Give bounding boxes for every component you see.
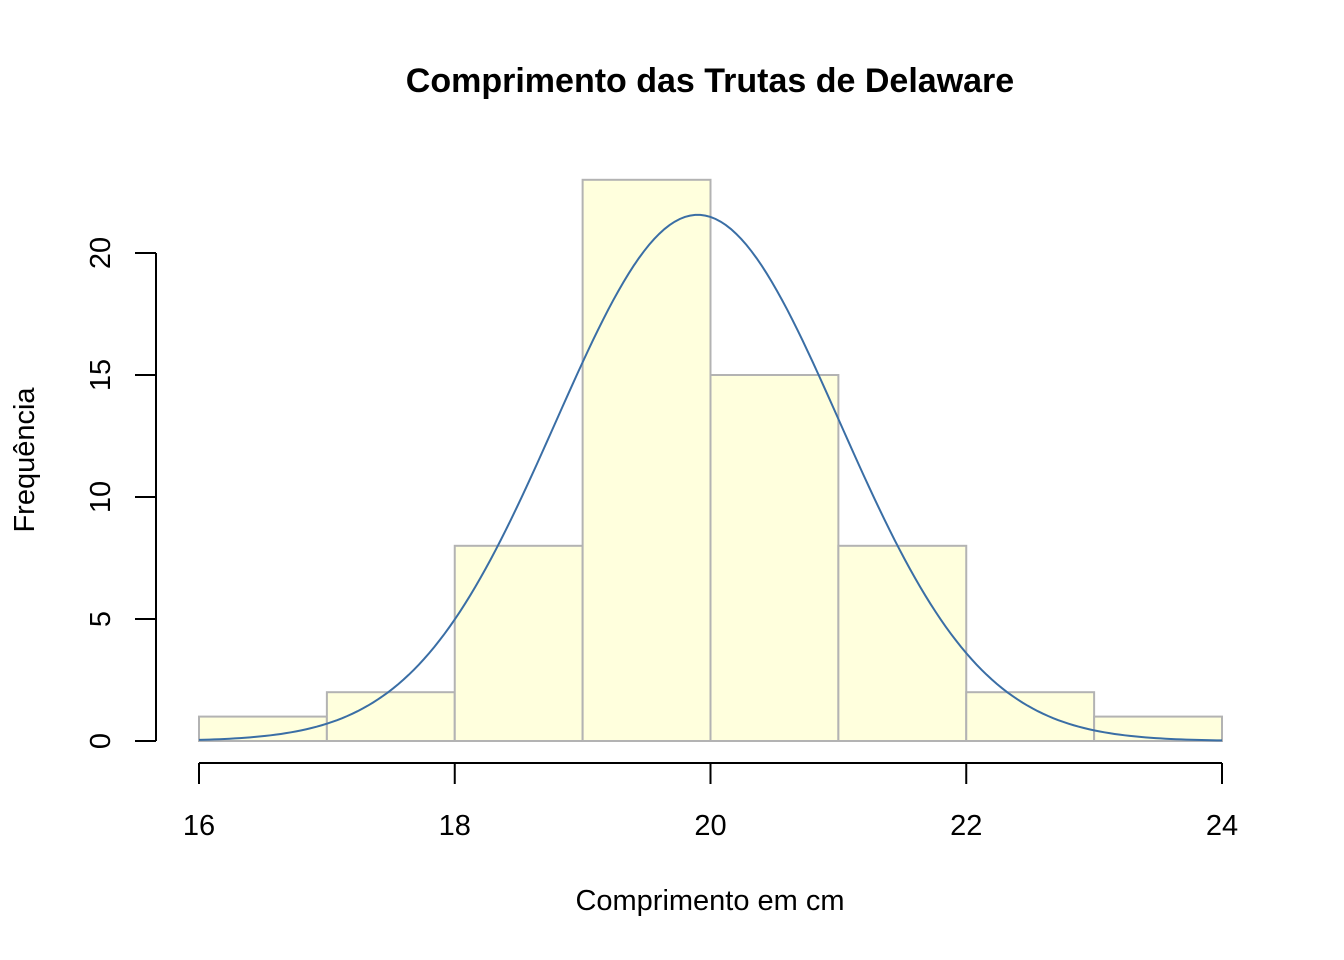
- density-curve: [198, 213, 1223, 742]
- y-tick-label: 15: [85, 359, 117, 391]
- y-axis: 0 5 10 15 20: [85, 237, 157, 749]
- histogram-bar: [837, 544, 968, 742]
- x-tick-label: 24: [1206, 810, 1238, 842]
- y-axis-label: Frequência: [9, 387, 41, 533]
- y-tick-label: 0: [85, 733, 117, 749]
- x-tick-label: 16: [183, 810, 215, 842]
- y-tick-label: 5: [85, 611, 117, 627]
- x-tick-label: 18: [439, 810, 471, 842]
- chart-title: Comprimento das Trutas de Delaware: [406, 62, 1014, 100]
- y-tick-label: 20: [85, 237, 117, 269]
- x-axis-label: Comprimento em cm: [575, 885, 844, 917]
- bars-layer: [198, 178, 1223, 743]
- x-tick-label: 20: [694, 810, 726, 842]
- histogram-bar: [453, 544, 584, 742]
- x-tick-label: 22: [950, 810, 982, 842]
- histogram-bar: [1093, 715, 1223, 742]
- y-tick-label: 10: [85, 481, 117, 513]
- curve-layer: [198, 213, 1223, 742]
- x-axis: 16 18 20 22 24: [183, 762, 1238, 842]
- histogram-bar: [581, 178, 712, 743]
- histogram-bar: [709, 374, 840, 742]
- histogram-bar: [965, 691, 1096, 743]
